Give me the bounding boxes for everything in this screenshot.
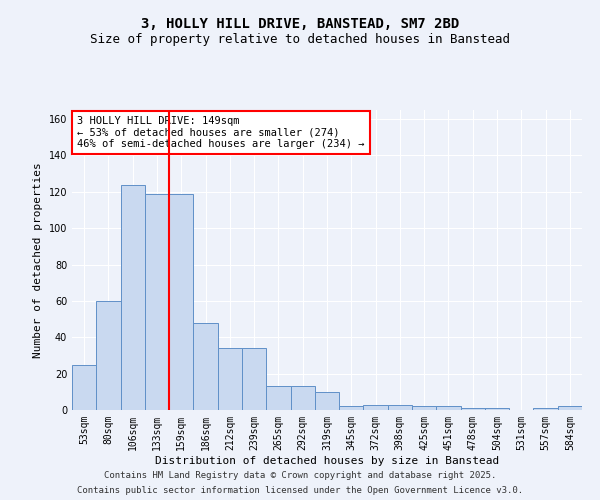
Text: Contains HM Land Registry data © Crown copyright and database right 2025.: Contains HM Land Registry data © Crown c… [104, 471, 496, 480]
Bar [461, 408, 485, 410]
Bar [412, 406, 436, 410]
Text: 3 HOLLY HILL DRIVE: 149sqm
← 53% of detached houses are smaller (274)
46% of sem: 3 HOLLY HILL DRIVE: 149sqm ← 53% of deta… [77, 116, 365, 149]
Text: Size of property relative to detached houses in Banstead: Size of property relative to detached ho… [90, 32, 510, 46]
Text: 3, HOLLY HILL DRIVE, BANSTEAD, SM7 2BD: 3, HOLLY HILL DRIVE, BANSTEAD, SM7 2BD [141, 18, 459, 32]
Bar [96, 301, 121, 410]
Bar [266, 386, 290, 410]
Bar [121, 184, 145, 410]
Bar [364, 404, 388, 410]
Bar [193, 322, 218, 410]
Bar [242, 348, 266, 410]
Bar [72, 364, 96, 410]
X-axis label: Distribution of detached houses by size in Banstead: Distribution of detached houses by size … [155, 456, 499, 466]
Bar [315, 392, 339, 410]
Bar [388, 404, 412, 410]
Bar [169, 194, 193, 410]
Bar [558, 406, 582, 410]
Bar [533, 408, 558, 410]
Bar [485, 408, 509, 410]
Text: Contains public sector information licensed under the Open Government Licence v3: Contains public sector information licen… [77, 486, 523, 495]
Bar [218, 348, 242, 410]
Y-axis label: Number of detached properties: Number of detached properties [33, 162, 43, 358]
Bar [145, 194, 169, 410]
Bar [436, 406, 461, 410]
Bar [339, 406, 364, 410]
Bar [290, 386, 315, 410]
